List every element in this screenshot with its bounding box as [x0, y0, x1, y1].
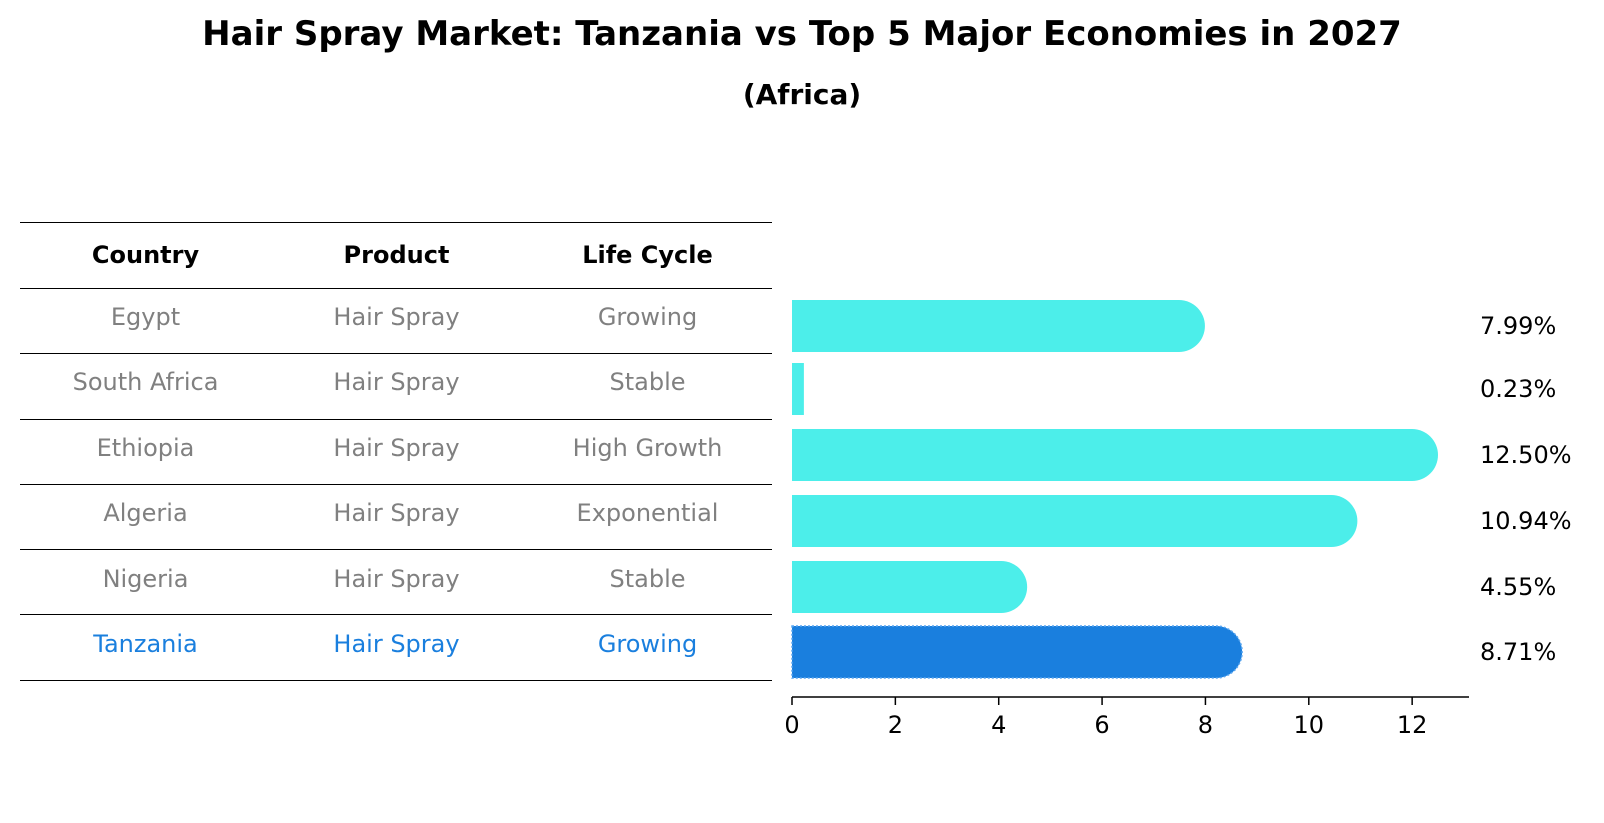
x-tick-label: 10 — [1294, 711, 1325, 739]
cell-product: Hair Spray — [333, 434, 460, 462]
column-header-country: Country — [91, 241, 200, 269]
cell-life-cycle-highlight: Growing — [597, 630, 698, 658]
x-tick-label: 2 — [888, 711, 903, 739]
cell-life-cycle: Stable — [609, 368, 686, 396]
bar-algeria — [792, 495, 1358, 547]
chart-subtitle: (Africa) — [742, 78, 862, 111]
cell-country-highlight: Tanzania — [93, 630, 198, 658]
bar-ethiopia — [792, 429, 1438, 481]
bar-tanzania — [791, 625, 1243, 679]
x-tick-label: 4 — [991, 711, 1006, 739]
table-rule — [20, 419, 772, 420]
cell-country: Ethiopia — [96, 434, 195, 462]
table-rule — [20, 549, 772, 550]
x-tick-label: 6 — [1094, 711, 1109, 739]
cell-life-cycle: Stable — [609, 565, 686, 593]
table-rule — [20, 680, 772, 681]
x-tick-label: 8 — [1198, 711, 1213, 739]
data-label: 10.94% — [1480, 507, 1572, 535]
table-rule — [20, 288, 772, 289]
bar-south-africa — [792, 363, 804, 415]
bar-nigeria — [792, 561, 1028, 613]
table-rule — [20, 222, 772, 223]
x-tick-label: 0 — [784, 711, 799, 739]
table-rule — [20, 614, 772, 615]
cell-product: Hair Spray — [333, 499, 460, 527]
cell-life-cycle: Growing — [597, 303, 698, 331]
bar-egypt — [792, 300, 1205, 352]
chart-title: Hair Spray Market: Tanzania vs Top 5 Maj… — [202, 14, 1402, 54]
data-label: 0.23% — [1480, 375, 1556, 403]
data-label: 4.55% — [1480, 573, 1556, 601]
column-header-life-cycle: Life Cycle — [582, 241, 713, 269]
column-header-product: Product — [343, 241, 450, 269]
cell-life-cycle: High Growth — [572, 434, 723, 462]
cell-country: Nigeria — [102, 565, 189, 593]
cell-country: Egypt — [110, 303, 181, 331]
cell-life-cycle: Exponential — [576, 499, 719, 527]
cell-country: South Africa — [72, 368, 219, 396]
cell-product: Hair Spray — [333, 565, 460, 593]
cell-product: Hair Spray — [333, 303, 460, 331]
cell-country: Algeria — [103, 499, 188, 527]
x-tick-label: 12 — [1397, 711, 1428, 739]
cell-product-highlight: Hair Spray — [333, 630, 460, 658]
data-label: 7.99% — [1480, 312, 1556, 340]
table-rule — [20, 484, 772, 485]
cell-product: Hair Spray — [333, 368, 460, 396]
table-rule — [20, 353, 772, 354]
data-label: 12.50% — [1480, 441, 1572, 469]
data-label: 8.71% — [1480, 638, 1556, 666]
